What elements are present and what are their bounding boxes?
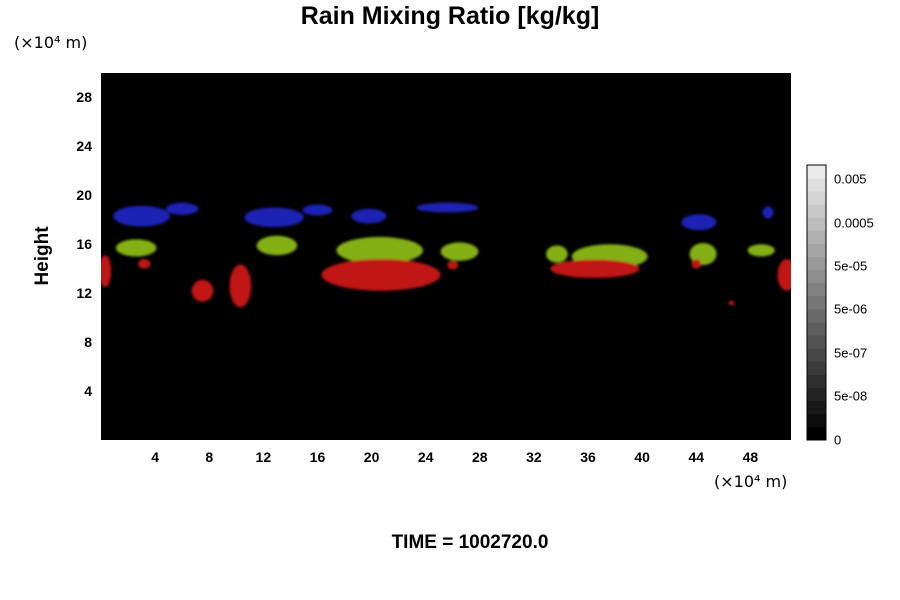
x-tick-label: 4 (151, 449, 160, 465)
field-blob (113, 205, 170, 227)
x-axis-unit: (×10⁴ m) (714, 472, 788, 491)
colorbar-step (807, 361, 826, 375)
y-tick-label: 12 (76, 285, 92, 302)
colorbar-step (807, 335, 826, 349)
x-tick-label: 44 (688, 449, 705, 465)
colorbar-step (807, 269, 826, 284)
colorbar-tick-label: 5e-08 (834, 388, 868, 404)
field-blob (351, 208, 387, 224)
field-blob (440, 242, 479, 261)
field-blob (302, 204, 333, 216)
field-blob (728, 300, 735, 306)
field-blob (447, 260, 459, 270)
colorbar-step (807, 374, 826, 388)
colorbar-tick-label: 5e-07 (834, 345, 868, 361)
field-blob (244, 207, 304, 228)
time-label: TIME = 1002720.0 (391, 532, 549, 553)
y-tick-label: 20 (76, 187, 92, 204)
field-blob (336, 236, 423, 264)
field-blob (256, 235, 298, 256)
x-tick-label: 32 (526, 449, 542, 465)
field-blob (138, 258, 151, 269)
field-blob (546, 245, 568, 263)
x-tick-label: 16 (309, 449, 326, 465)
y-tick-label: 24 (76, 138, 92, 155)
chart-title: Rain Mixing Ratio [kg/kg] (300, 2, 600, 30)
field-blob (762, 206, 774, 219)
y-axis-unit: (×10⁴ m) (14, 33, 88, 52)
x-tick-label: 12 (255, 449, 272, 465)
x-tick-label: 24 (417, 449, 434, 465)
colorbar-step (807, 309, 826, 323)
y-tick-label: 4 (84, 383, 92, 400)
field-blob (747, 244, 775, 257)
colorbar-step (807, 413, 826, 428)
field-contours (101, 202, 791, 308)
field-blob (165, 202, 199, 215)
colorbar-step (807, 426, 826, 441)
y-tick-label: 28 (76, 89, 92, 106)
colorbar-tick-label: 0.0005 (834, 215, 874, 231)
y-tick-label: 8 (84, 334, 92, 351)
colorbar-step (807, 295, 826, 310)
x-tick-label: 20 (363, 449, 380, 465)
field-blob (681, 214, 717, 231)
colorbar-step (807, 230, 826, 244)
x-tick-label: 40 (634, 449, 650, 465)
colorbar-step (807, 165, 826, 179)
y-tick-label: 16 (76, 236, 92, 253)
colorbar-tick-label: 0.005 (834, 171, 867, 187)
field-blob (550, 259, 640, 278)
colorbar-step (807, 400, 826, 415)
field-blob (229, 264, 252, 308)
field-blob (101, 255, 112, 288)
colorbar-step (807, 217, 826, 231)
colorbar-tick-label: 5e-06 (834, 301, 868, 317)
colorbar (806, 164, 827, 441)
x-tick-label: 48 (742, 449, 759, 465)
colorbar-step (807, 282, 826, 297)
colorbar-frame (806, 164, 827, 441)
field-blob (691, 258, 702, 269)
colorbar-step (807, 178, 826, 192)
colorbar-step (807, 204, 826, 218)
colorbar-tick-label: 0 (834, 432, 842, 448)
colorbar-step (807, 191, 826, 205)
field-blob (777, 258, 791, 291)
colorbar-step (807, 348, 826, 362)
field-blob (191, 279, 214, 302)
x-tick-label: 8 (205, 449, 214, 465)
field-blob (321, 258, 441, 291)
x-tick-label: 28 (472, 449, 488, 465)
colorbar-step (807, 243, 826, 257)
colorbar-step (807, 256, 826, 271)
field-blob (416, 202, 479, 213)
colorbar-step (807, 387, 826, 402)
field-blob (115, 239, 157, 257)
colorbar-step (807, 322, 826, 336)
colorbar-tick-label: 5e-05 (834, 258, 868, 274)
x-tick-label: 36 (580, 449, 596, 465)
